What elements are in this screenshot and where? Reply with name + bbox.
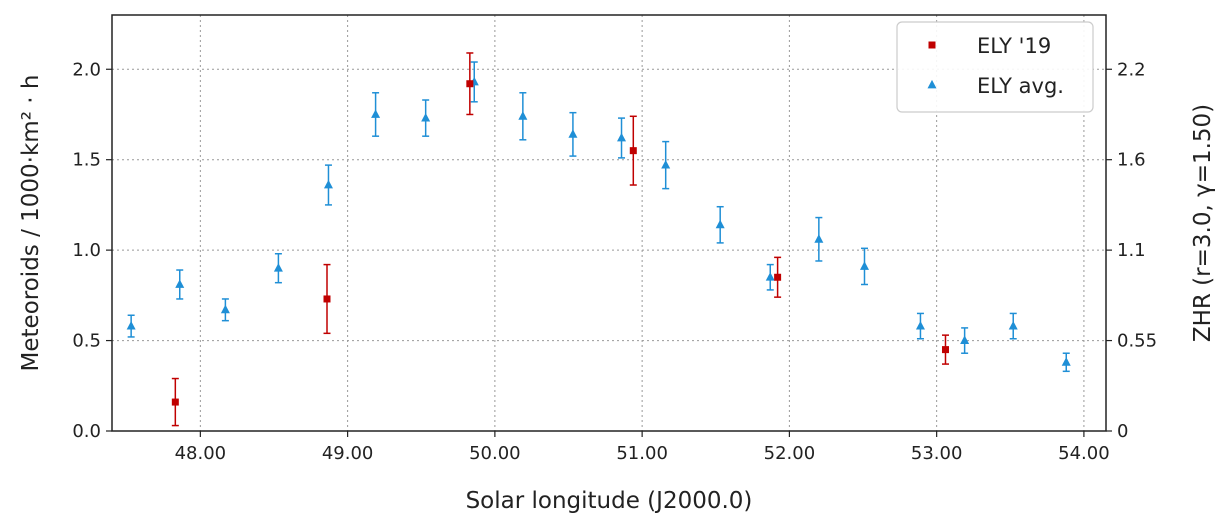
data-point	[715, 219, 725, 229]
y2-tick-label: 1.1	[1117, 240, 1146, 261]
data-point	[126, 320, 136, 330]
legend-marker	[927, 79, 937, 89]
data-point	[915, 320, 925, 330]
data-point	[568, 129, 578, 138]
series-ely-avg	[126, 61, 1071, 373]
legend: ELY '19 ELY avg.	[896, 21, 1094, 113]
data-point	[421, 112, 431, 122]
y2-axis-title: ZHR (r=3.0, γ=1.50)	[1190, 104, 1216, 342]
x-axis-title: Solar longitude (J2000.0)	[466, 488, 753, 514]
axis-ticks: 48.00 49.00 50.00 51.00 52.00 53.00 54.00 0.0 0.…	[72, 59, 1157, 464]
data-point	[1008, 320, 1018, 330]
legend-box	[896, 21, 1094, 113]
plot-frame	[111, 14, 1107, 432]
data-point	[371, 109, 381, 118]
x-tick-label: 53.00	[911, 443, 963, 464]
data-point	[323, 179, 333, 189]
legend-marker	[928, 41, 936, 49]
x-tick-label: 52.00	[764, 443, 816, 464]
data-point	[629, 147, 637, 155]
x-tick-label: 51.00	[616, 443, 668, 464]
y-axis-title: Meteoroids / 1000·km² · h	[18, 75, 44, 372]
data-point	[323, 295, 331, 303]
plot-data	[126, 52, 1071, 427]
series-ely-19	[171, 52, 949, 427]
data-point	[1061, 357, 1071, 366]
y-tick-label: 2.0	[72, 59, 101, 80]
legend-label: ELY avg.	[977, 74, 1064, 98]
y-tick-label: 1.0	[72, 240, 101, 261]
data-point	[617, 132, 627, 142]
x-tick-label: 50.00	[469, 443, 521, 464]
data-point	[518, 111, 528, 120]
data-point	[466, 80, 474, 88]
y-tick-label: 0.5	[72, 331, 101, 352]
data-point	[273, 263, 283, 272]
data-point	[661, 159, 671, 169]
data-point	[220, 304, 230, 314]
y-tick-label: 1.5	[72, 150, 101, 171]
data-point	[960, 335, 970, 344]
data-point	[171, 398, 179, 406]
legend-label: ELY '19	[977, 34, 1051, 58]
y-tick-label: 0.0	[72, 421, 101, 442]
data-point	[765, 272, 775, 281]
x-tick-label: 48.00	[175, 443, 227, 464]
data-point	[859, 261, 869, 270]
data-point	[941, 346, 949, 354]
y2-tick-label: 0	[1117, 421, 1128, 442]
data-point	[175, 279, 185, 288]
x-tick-label: 49.00	[322, 443, 374, 464]
data-point	[774, 273, 782, 281]
y2-tick-label: 1.6	[1117, 150, 1146, 171]
data-point	[814, 234, 824, 243]
y2-tick-label: 0.55	[1117, 331, 1157, 352]
y2-tick-label: 2.2	[1117, 59, 1146, 80]
x-tick-label: 54.00	[1058, 443, 1110, 464]
